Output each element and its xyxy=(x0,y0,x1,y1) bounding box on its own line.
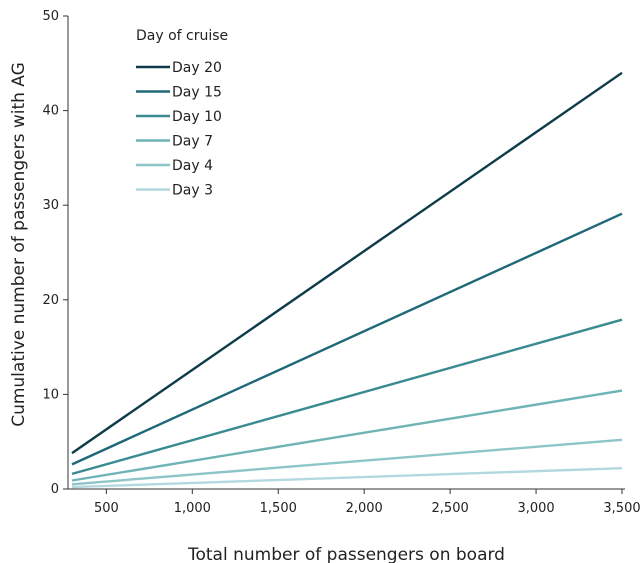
y-tick-label: 20 xyxy=(42,293,59,308)
x-tick-label: 3,500 xyxy=(603,501,640,516)
y-tick-label: 0 xyxy=(51,482,59,497)
x-tick-label: 2,500 xyxy=(432,501,469,516)
legend-label: Day 15 xyxy=(172,85,222,101)
x-tick-label: 500 xyxy=(94,501,119,516)
series-line-day-3 xyxy=(71,467,623,489)
legend-label: Day 20 xyxy=(172,60,222,76)
legend-label: Day 4 xyxy=(172,158,213,174)
y-axis-title: Cumulative number of passengers with AG xyxy=(9,62,29,427)
series-line-day-20 xyxy=(71,71,623,455)
y-tick-label: 30 xyxy=(42,198,59,213)
series-line-day-7 xyxy=(71,389,623,482)
y-tick-label: 50 xyxy=(42,9,59,24)
series-line-day-10 xyxy=(71,318,623,476)
legend: Day of cruise Day 20 Day 15 Day 10 Day 7 Day … xyxy=(136,28,228,199)
y-tick-label: 10 xyxy=(42,387,59,402)
x-tick-label: 2,000 xyxy=(346,501,383,516)
x-tick-label: 1,000 xyxy=(174,501,211,516)
y-tick-label: 40 xyxy=(42,104,59,119)
series-layer xyxy=(71,71,623,489)
series-line-day-15 xyxy=(71,212,623,466)
x-tick-label: 1,500 xyxy=(260,501,297,516)
axes-layer: 0 10 20 30 40 50 500 1,000 1,500 2,000 2,500 3,000 3… xyxy=(42,9,640,516)
x-axis-title: Total number of passengers on board xyxy=(187,545,505,563)
x-tick-label: 3,000 xyxy=(517,501,554,516)
legend-label: Day 3 xyxy=(172,183,213,199)
legend-title: Day of cruise xyxy=(136,28,228,44)
series-line-day-4 xyxy=(71,438,623,486)
legend-label: Day 7 xyxy=(172,134,213,150)
legend-label: Day 10 xyxy=(172,109,222,125)
